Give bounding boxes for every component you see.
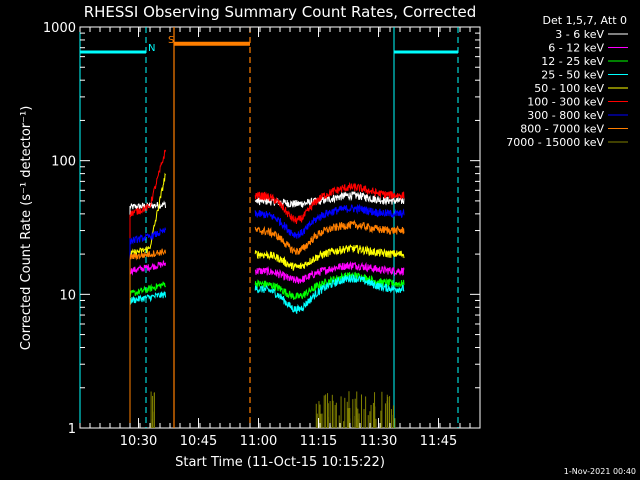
series-line: [254, 203, 405, 239]
y-axis-label: Corrected Count Rate (s⁻¹ detector⁻¹): [19, 106, 34, 351]
x-axis-label: Start Time (11-Oct-15 10:15:22): [175, 455, 385, 470]
saa-label: S: [168, 35, 174, 46]
legend-label: 12 - 25 keV: [541, 55, 604, 68]
series-line: [129, 248, 167, 428]
series-line: [129, 172, 166, 428]
night-label: N: [148, 43, 155, 54]
legend-label: 3 - 6 keV: [555, 28, 604, 41]
series-line: [254, 260, 405, 284]
footer-timestamp: 1-Nov-2021 00:40: [564, 467, 636, 476]
x-tick-label: 10:30: [120, 434, 157, 449]
x-tick-label: 10:45: [180, 434, 217, 449]
series-line: [129, 281, 166, 428]
plot-area: SN: [79, 27, 459, 428]
legend-title: Det 1,5,7, Att 0: [543, 14, 627, 27]
series-line: [254, 191, 405, 208]
x-tick-label: 11:15: [300, 434, 337, 449]
legend-label: 100 - 300 keV: [527, 96, 604, 109]
series-line: [129, 227, 167, 428]
legend-label: 25 - 50 keV: [541, 69, 604, 82]
x-tick-label: 11:45: [420, 434, 457, 449]
legend-label: 800 - 7000 keV: [520, 123, 604, 136]
series-line: [254, 273, 405, 314]
series-line: [129, 290, 167, 428]
series-line: [129, 149, 166, 428]
series-line: [254, 181, 405, 225]
plot-frame: [79, 26, 481, 429]
series-line: [254, 244, 405, 271]
x-tick-label: 11:30: [360, 434, 397, 449]
series-line: [129, 259, 167, 428]
plot-axes: [79, 26, 481, 429]
y-tick-label: 1: [68, 422, 76, 437]
legend-label: 7000 - 15000 keV: [506, 136, 604, 149]
chart-title: RHESSI Observing Summary Count Rates, Co…: [84, 3, 477, 21]
legend-label: 50 - 100 keV: [534, 82, 604, 95]
legend-label: 300 - 800 keV: [527, 109, 604, 122]
y-tick-label: 10: [59, 288, 76, 303]
axis-ticks: 1 10 100 1000 10:30 10:45 11:00 11:15 11:30 11:45: [43, 21, 481, 449]
x-tick-label: 11:00: [240, 434, 277, 449]
y-tick-label: 1000: [43, 21, 76, 36]
y-tick-label: 100: [51, 155, 76, 170]
legend-label: 6 - 12 keV: [548, 42, 604, 55]
series-line: [254, 219, 405, 256]
